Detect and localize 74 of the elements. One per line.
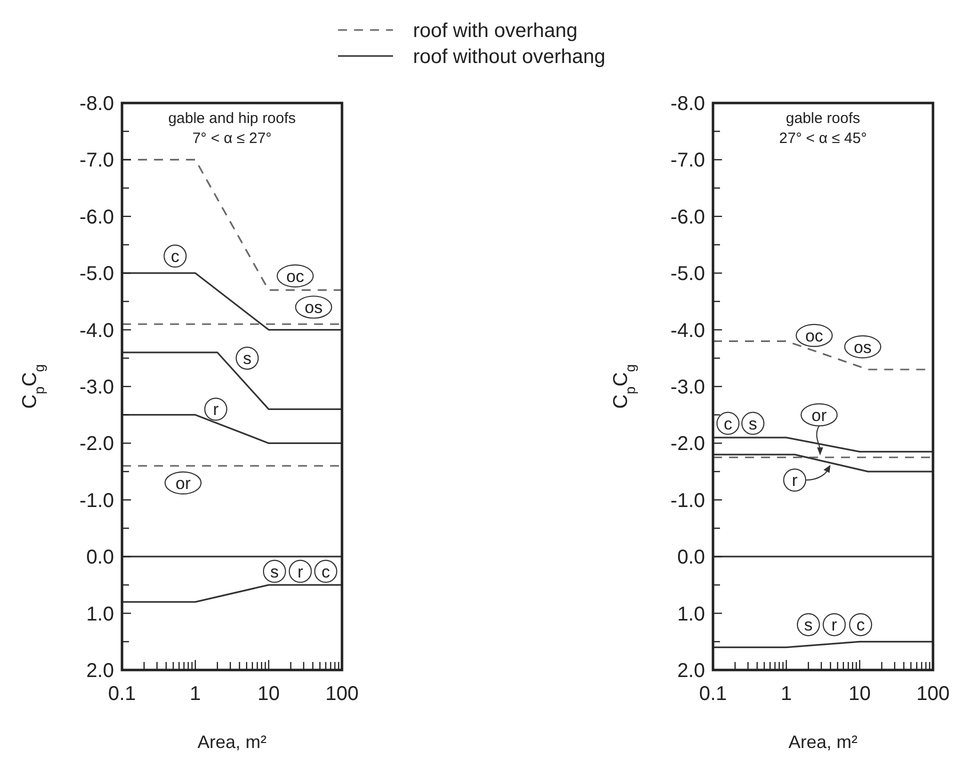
oval-outline: os <box>295 296 332 319</box>
annotation: r <box>297 562 304 582</box>
annotation: r <box>212 400 219 420</box>
y-tick-label: 2.0 <box>86 660 114 682</box>
y-tick-label: -6.0 <box>80 206 114 228</box>
y-tick-label: -5.0 <box>670 263 705 286</box>
x-tick-label: 10 <box>258 683 280 705</box>
circle-outline: s <box>796 613 820 636</box>
circle-outline: s <box>741 412 764 435</box>
annotation: os <box>854 338 872 357</box>
circle-outline: s <box>236 346 259 370</box>
x-tick-label: 1 <box>190 683 201 705</box>
circle-outline: r <box>204 398 228 421</box>
y-tick-label: 1.0 <box>86 603 114 626</box>
annotation: oc <box>805 326 824 346</box>
x-tick-label: 0.1 <box>108 683 136 705</box>
annotation: r <box>831 616 838 635</box>
y-tick-label: -7.0 <box>670 150 705 172</box>
y-tick-label: -3.0 <box>80 376 114 398</box>
annotation: s <box>804 616 813 635</box>
y-tick-label: 0.0 <box>677 546 705 569</box>
annotation: or <box>175 474 191 493</box>
y-tick-label: -4.0 <box>80 320 114 342</box>
annotation: oc <box>286 266 305 286</box>
x-axis-title: Area, m² <box>788 732 858 752</box>
annotation: c <box>856 616 866 635</box>
annotation: c <box>170 247 180 266</box>
circle-outline: c <box>849 613 872 636</box>
y-tick-label: -8.0 <box>670 93 705 115</box>
annotation: c <box>724 414 733 434</box>
text: gable and hip roofs <box>168 110 296 127</box>
text: gable roofs <box>786 110 860 127</box>
circle-outline: c <box>716 412 740 435</box>
y-tick-label: -1.0 <box>80 490 114 512</box>
y-tick-label: -2.0 <box>80 433 114 456</box>
circle-outline: r <box>288 560 312 583</box>
circle-outline: s <box>262 560 286 583</box>
y-tick-label: -2.0 <box>670 433 705 456</box>
y-tick-label: -1.0 <box>670 490 705 512</box>
annotation: s <box>270 562 279 582</box>
x-tick-label: 100 <box>916 683 950 705</box>
text: 7° < α ≤ 27° <box>192 130 272 147</box>
y-tick-label: 0.0 <box>86 546 114 569</box>
x-tick-label: 0.1 <box>699 683 727 705</box>
x-axis-title: Area, m² <box>197 732 267 752</box>
y-tick-label: 2.0 <box>677 660 705 682</box>
circle-outline: r <box>822 613 846 636</box>
y-tick-label: -6.0 <box>670 206 705 228</box>
x-tick-label: 1 <box>780 683 792 705</box>
oval-outline: oc <box>276 264 314 288</box>
oval-outline: os <box>844 335 882 358</box>
oval-outline: oc <box>796 324 833 348</box>
legend-label: roof without overhang <box>413 46 606 68</box>
annotation: or <box>812 406 828 425</box>
y-tick-label: -3.0 <box>670 376 705 398</box>
y-tick-label: -5.0 <box>80 263 114 286</box>
annotation: os <box>304 298 323 318</box>
oval-outline: or <box>164 471 202 494</box>
text: 27° < α ≤ 45° <box>779 130 867 147</box>
x-tick-label: 100 <box>325 683 359 705</box>
circle-outline: r <box>783 468 806 492</box>
annotation: r <box>792 471 798 490</box>
legend-label: roof with overhang <box>413 20 578 42</box>
annotation: s <box>748 414 758 434</box>
y-tick-label: -8.0 <box>80 93 114 115</box>
x-tick-label: 10 <box>848 683 871 705</box>
annotation: s <box>242 349 252 368</box>
circle-outline: c <box>164 244 187 268</box>
annotation: c <box>321 562 330 582</box>
oval-outline: or <box>800 403 838 426</box>
y-tick-label: -4.0 <box>670 320 705 342</box>
circle-outline: c <box>314 560 338 583</box>
y-tick-label: -7.0 <box>80 150 114 172</box>
y-tick-label: 1.0 <box>677 603 705 626</box>
